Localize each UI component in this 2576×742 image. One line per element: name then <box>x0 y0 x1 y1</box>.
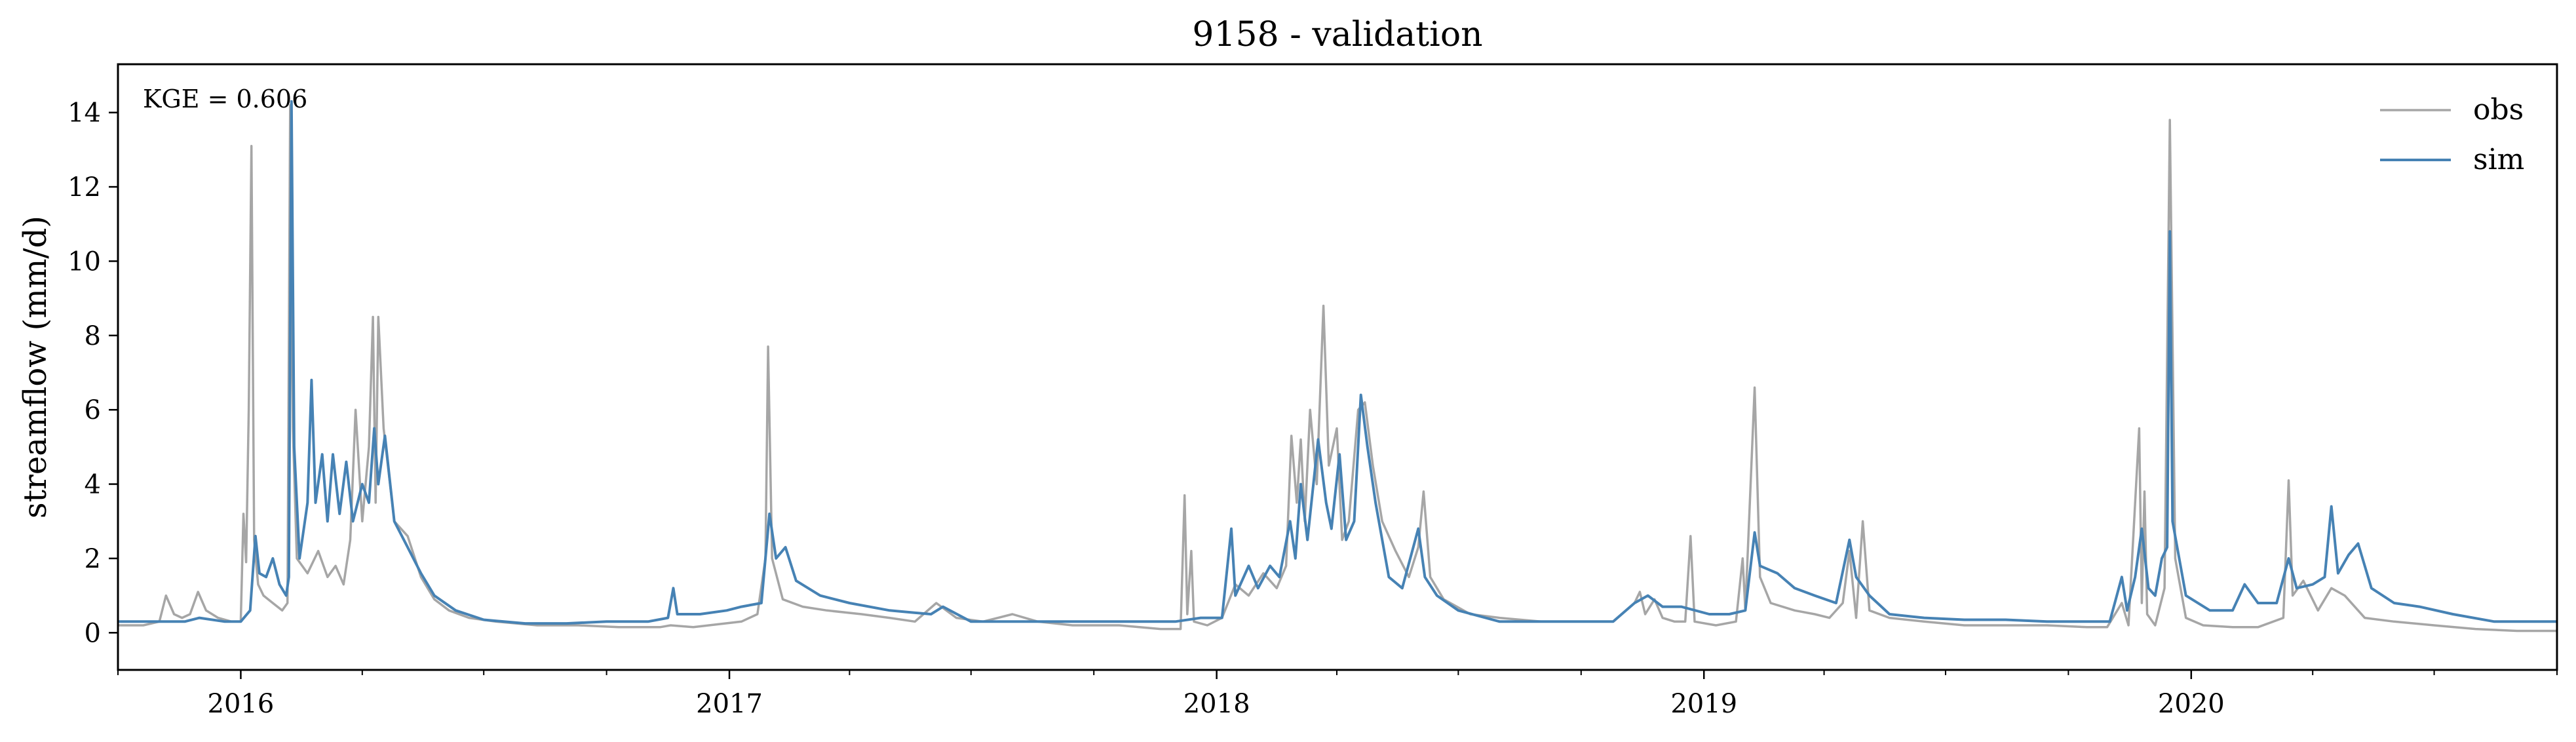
legend: obs sim <box>2380 93 2524 176</box>
x-tick-label: 2020 <box>2158 689 2225 719</box>
y-tick-label: 10 <box>67 246 101 277</box>
plot-frame <box>117 63 2558 671</box>
y-axis: 0 2 4 6 8 10 12 14 <box>67 98 118 648</box>
x-axis: 2016 2017 2018 2019 2020 <box>117 670 2558 719</box>
y-tick-label: 4 <box>85 470 101 500</box>
x-tick-label: 2016 <box>208 689 275 719</box>
y-tick-label: 0 <box>85 618 101 648</box>
chart-title: 9158 - validation <box>1192 15 1482 54</box>
x-tick-label: 2019 <box>1670 689 1737 719</box>
y-tick-label: 12 <box>67 172 101 203</box>
series-line-obs <box>118 104 2557 633</box>
series-layer <box>118 100 2557 633</box>
x-tick-label: 2018 <box>1183 689 1250 719</box>
y-tick-label: 14 <box>67 98 101 128</box>
kge-annotation: KGE = 0.606 <box>143 85 307 113</box>
y-tick-label: 6 <box>85 395 101 425</box>
y-axis-label: streamflow (mm/d) <box>17 216 54 518</box>
legend-label-sim: sim <box>2473 143 2524 176</box>
legend-label-obs: obs <box>2473 93 2524 127</box>
y-tick-label: 2 <box>85 544 101 574</box>
series-line-sim <box>118 100 2557 625</box>
x-tick-label: 2017 <box>696 689 763 719</box>
y-tick-label: 8 <box>85 321 101 351</box>
